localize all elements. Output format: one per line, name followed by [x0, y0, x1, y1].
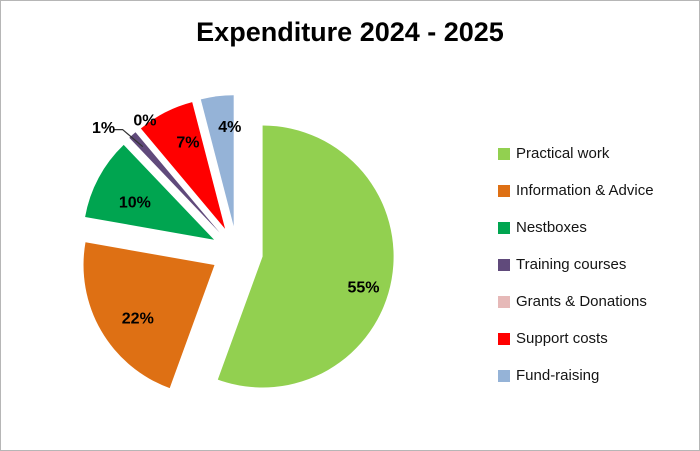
legend-label-information-and-advice: Information & Advice — [516, 182, 654, 199]
legend-item-information-and-advice: Information & Advice — [498, 182, 654, 199]
pie-label-nestboxes: 10% — [119, 195, 151, 212]
legend-item-training-courses: Training courses — [498, 256, 654, 273]
legend-swatch-nestboxes — [498, 221, 510, 234]
legend-label-nestboxes: Nestboxes — [516, 219, 587, 236]
pie-slice-information-and-advice — [83, 242, 215, 389]
leader-line-training-courses — [113, 129, 144, 148]
pie-label-support-costs: 7% — [176, 135, 199, 152]
legend-item-fund-raising: Fund-raising — [498, 367, 654, 384]
legend-label-grants-and-donations: Grants & Donations — [516, 293, 647, 310]
legend-item-support-costs: Support costs — [498, 330, 654, 347]
pie-label-fund-raising: 4% — [218, 119, 241, 136]
pie-label-grants-and-donations: 0% — [133, 112, 156, 129]
pie-slice-practical-work — [217, 125, 394, 388]
legend-swatch-training-courses — [498, 258, 510, 271]
pie-label-information-and-advice: 22% — [122, 311, 154, 328]
legend-label-training-courses: Training courses — [516, 256, 627, 273]
legend-swatch-support-costs — [498, 332, 510, 345]
pie-slice-nestboxes — [85, 144, 215, 240]
legend-item-nestboxes: Nestboxes — [498, 219, 654, 236]
legend-swatch-grants-and-donations — [498, 295, 510, 308]
pie-slice-fund-raising — [200, 95, 234, 227]
legend-label-fund-raising: Fund-raising — [516, 367, 600, 384]
legend-swatch-practical-work — [498, 147, 510, 160]
chart-title: Expenditure 2024 - 2025 — [196, 17, 504, 47]
legend-label-practical-work: Practical work — [516, 145, 610, 162]
pie-label-practical-work: 55% — [347, 279, 379, 296]
legend: Practical work Information & Advice Nestbo… — [498, 145, 654, 405]
pie-slice-support-costs — [140, 102, 226, 229]
legend-swatch-information-and-advice — [498, 184, 510, 197]
pie-slice-training-courses — [129, 132, 220, 233]
legend-label-support-costs: Support costs — [516, 330, 608, 347]
legend-item-grants-and-donations: Grants & Donations — [498, 293, 654, 310]
legend-item-practical-work: Practical work — [498, 145, 654, 162]
legend-swatch-fund-raising — [498, 369, 510, 382]
pie-label-training-courses: 1% — [92, 120, 115, 137]
